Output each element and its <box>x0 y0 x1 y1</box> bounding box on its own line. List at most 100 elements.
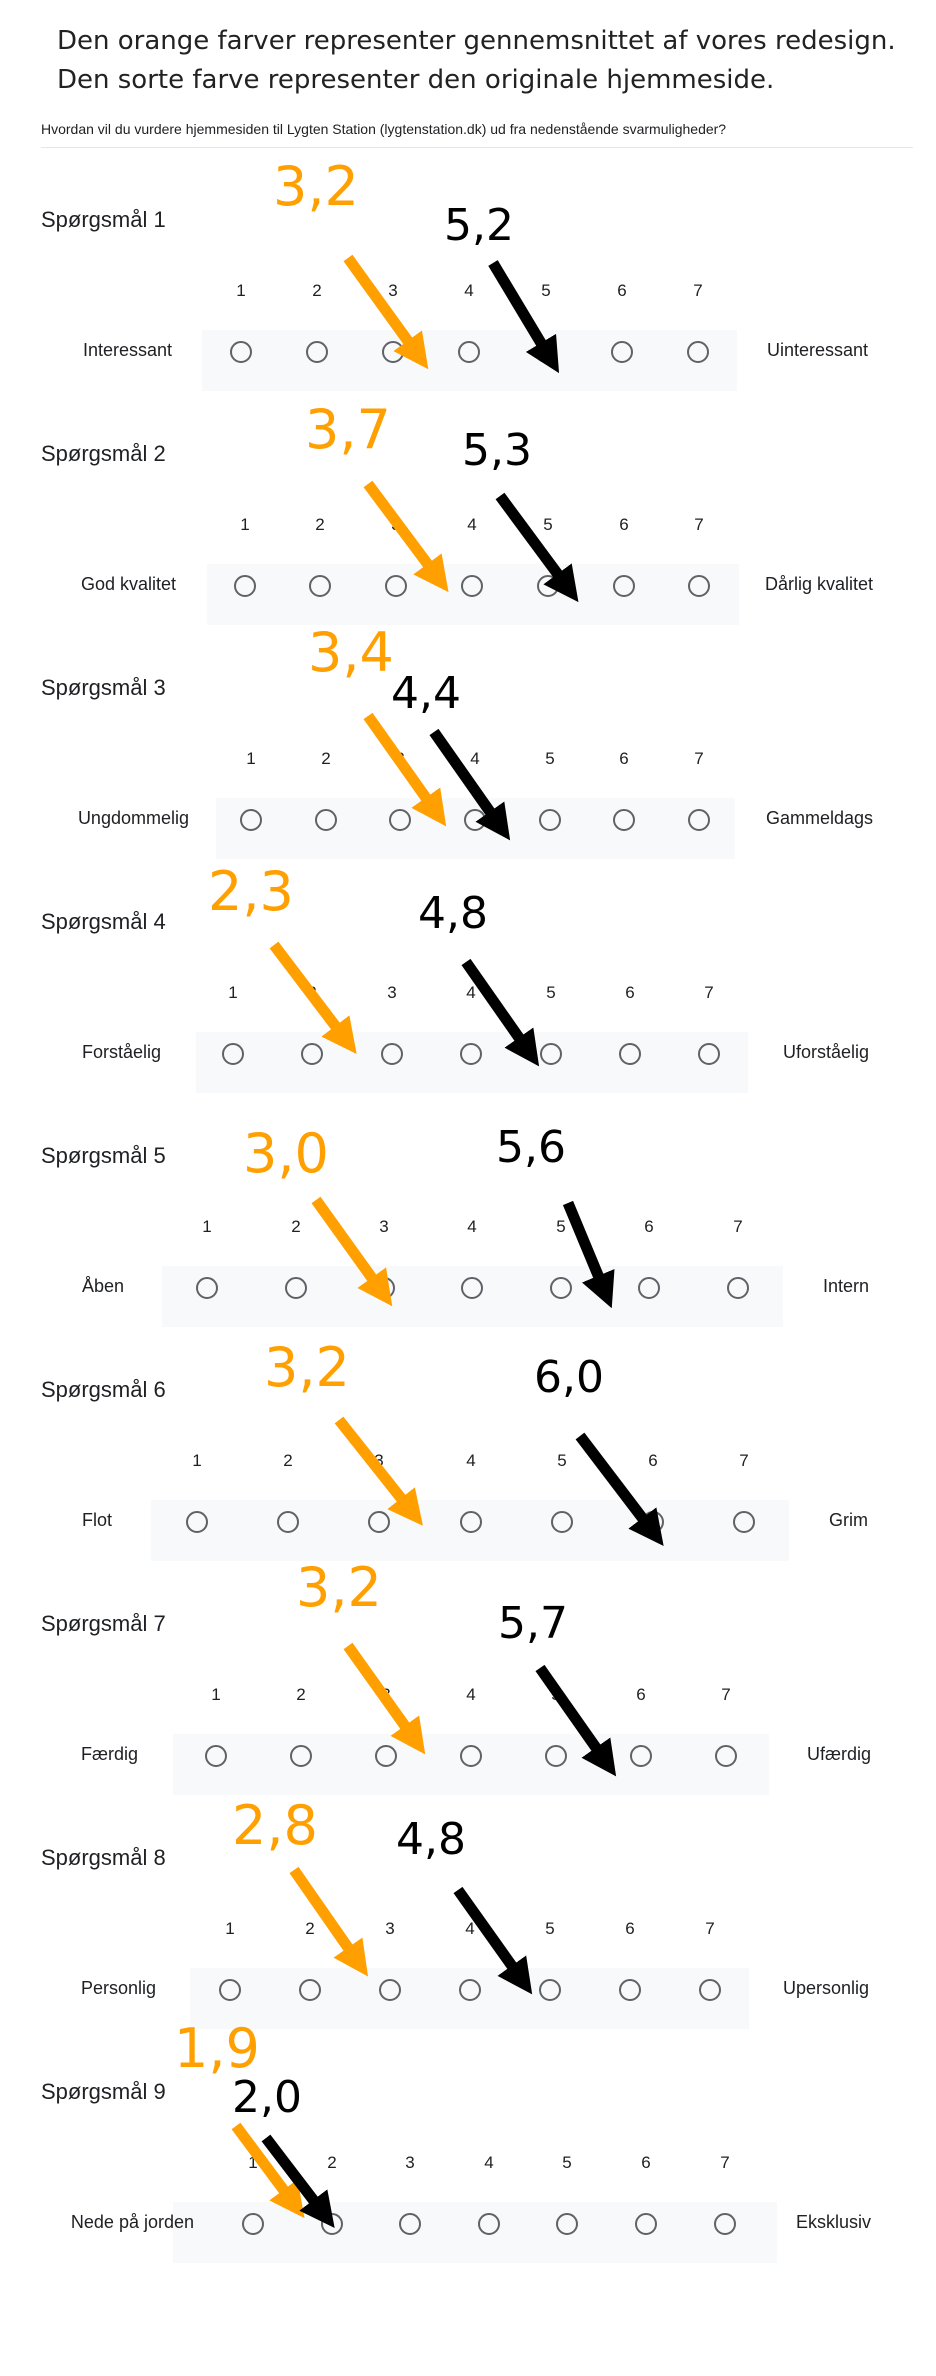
radio-option-4[interactable] <box>461 575 483 597</box>
radio-option-5[interactable] <box>540 1043 562 1065</box>
radio-option-5[interactable] <box>539 809 561 831</box>
radio-option-3[interactable] <box>373 1277 395 1299</box>
radio-option-1[interactable] <box>222 1043 244 1065</box>
scale-right-label: Ufærdig <box>807 1744 872 1764</box>
radio-option-2[interactable] <box>306 341 328 363</box>
scale-right-label: Gammeldags <box>766 808 874 828</box>
scale-number: 4 <box>465 1919 475 1938</box>
radio-option-2[interactable] <box>290 1745 312 1767</box>
radio-option-6[interactable] <box>611 341 633 363</box>
scale-number: 2 <box>307 983 317 1002</box>
radio-option-7[interactable] <box>688 575 710 597</box>
radio-option-2[interactable] <box>315 809 337 831</box>
radio-option-4[interactable] <box>459 1979 481 2001</box>
scale-number: 1 <box>240 515 250 534</box>
radio-option-6[interactable] <box>638 1277 660 1299</box>
radio-option-1[interactable] <box>219 1979 241 2001</box>
radio-option-2[interactable] <box>299 1979 321 2001</box>
scale-number: 1 <box>236 281 246 300</box>
radio-option-6[interactable] <box>613 575 635 597</box>
radio-option-7[interactable] <box>727 1277 749 1299</box>
radio-option-4[interactable] <box>460 1745 482 1767</box>
radio-option-6[interactable] <box>642 1511 664 1533</box>
question-2: Spørgsmål 2 1 2 3 4 5 6 7 God kvalitet Dårlig kva… <box>0 389 936 625</box>
question-5: Spørgsmål 5 1 2 3 4 5 6 7 Åben Intern <box>0 1091 936 1327</box>
radio-option-2[interactable] <box>277 1511 299 1533</box>
scale-right-label: Uforståelig <box>783 1042 870 1062</box>
scale-number: 2 <box>327 2153 337 2172</box>
scale-number: 3 <box>374 1451 384 1470</box>
radio-option-5[interactable] <box>539 1979 561 2001</box>
radio-option-2[interactable] <box>301 1043 323 1065</box>
radio-option-5[interactable] <box>537 575 559 597</box>
radio-option-3[interactable] <box>389 809 411 831</box>
radio-option-5[interactable] <box>535 341 557 363</box>
radio-option-6[interactable] <box>630 1745 652 1767</box>
scale-number: 4 <box>484 2153 494 2172</box>
radio-option-7[interactable] <box>714 2213 736 2235</box>
radio-option-4[interactable] <box>464 809 486 831</box>
scale-number: 2 <box>321 749 331 768</box>
scale-number: 2 <box>291 1217 301 1236</box>
question-1: Spørgsmål 1 1 2 3 4 5 6 7 Interessant Uinteressan… <box>0 155 936 391</box>
radio-option-2[interactable] <box>285 1277 307 1299</box>
question-title: Spørgsmål 7 <box>41 1611 166 1636</box>
intro-text: Den orange farver representer gennemsnit… <box>57 22 917 100</box>
radio-option-1[interactable] <box>186 1511 208 1533</box>
radio-option-2[interactable] <box>321 2213 343 2235</box>
radio-option-3[interactable] <box>375 1745 397 1767</box>
radio-option-7[interactable] <box>687 341 709 363</box>
radio-option-4[interactable] <box>460 1043 482 1065</box>
radio-option-3[interactable] <box>382 341 404 363</box>
scale-number: 3 <box>385 1919 395 1938</box>
radio-option-3[interactable] <box>379 1979 401 2001</box>
radio-option-1[interactable] <box>205 1745 227 1767</box>
question-title: Spørgsmål 1 <box>41 207 166 232</box>
scale-number: 6 <box>619 749 629 768</box>
radio-option-4[interactable] <box>460 1511 482 1533</box>
radio-option-4[interactable] <box>478 2213 500 2235</box>
scale-number: 1 <box>228 983 238 1002</box>
radio-option-1[interactable] <box>230 341 252 363</box>
radio-option-6[interactable] <box>619 1043 641 1065</box>
radio-option-5[interactable] <box>545 1745 567 1767</box>
radio-option-1[interactable] <box>234 575 256 597</box>
radio-option-1[interactable] <box>196 1277 218 1299</box>
radio-option-7[interactable] <box>688 809 710 831</box>
radio-option-1[interactable] <box>242 2213 264 2235</box>
scale-number: 5 <box>545 749 555 768</box>
scale-left-label: God kvalitet <box>80 574 176 594</box>
scale-number: 5 <box>545 1919 555 1938</box>
scale-number: 3 <box>391 515 401 534</box>
radio-option-7[interactable] <box>698 1043 720 1065</box>
radio-option-6[interactable] <box>613 809 635 831</box>
scale-left-label: Ungdommelig <box>77 808 189 828</box>
radio-option-4[interactable] <box>461 1277 483 1299</box>
radio-option-2[interactable] <box>309 575 331 597</box>
scale-number: 3 <box>381 1685 391 1704</box>
question-4: Spørgsmål 4 1 2 3 4 5 6 7 Forståelig Uforståelig <box>0 857 936 1093</box>
radio-option-3[interactable] <box>385 575 407 597</box>
scale-number: 3 <box>379 1217 389 1236</box>
radio-option-3[interactable] <box>381 1043 403 1065</box>
scale-number: 6 <box>617 281 627 300</box>
scale-left-label: Åben <box>81 1276 124 1296</box>
radio-option-7[interactable] <box>699 1979 721 2001</box>
scale-number: 7 <box>721 1685 731 1704</box>
radio-option-5[interactable] <box>551 1511 573 1533</box>
radio-option-6[interactable] <box>635 2213 657 2235</box>
radio-option-5[interactable] <box>550 1277 572 1299</box>
radio-option-3[interactable] <box>399 2213 421 2235</box>
question-title: Spørgsmål 3 <box>41 675 166 700</box>
radio-option-3[interactable] <box>368 1511 390 1533</box>
scale-number: 3 <box>405 2153 415 2172</box>
scale-number: 4 <box>467 515 477 534</box>
radio-option-7[interactable] <box>733 1511 755 1533</box>
radio-option-1[interactable] <box>240 809 262 831</box>
radio-option-4[interactable] <box>458 341 480 363</box>
intro-line-orange: Den orange farver representer gennemsnit… <box>57 26 896 56</box>
radio-option-5[interactable] <box>556 2213 578 2235</box>
radio-option-7[interactable] <box>715 1745 737 1767</box>
scale-number: 4 <box>467 1217 477 1236</box>
radio-option-6[interactable] <box>619 1979 641 2001</box>
